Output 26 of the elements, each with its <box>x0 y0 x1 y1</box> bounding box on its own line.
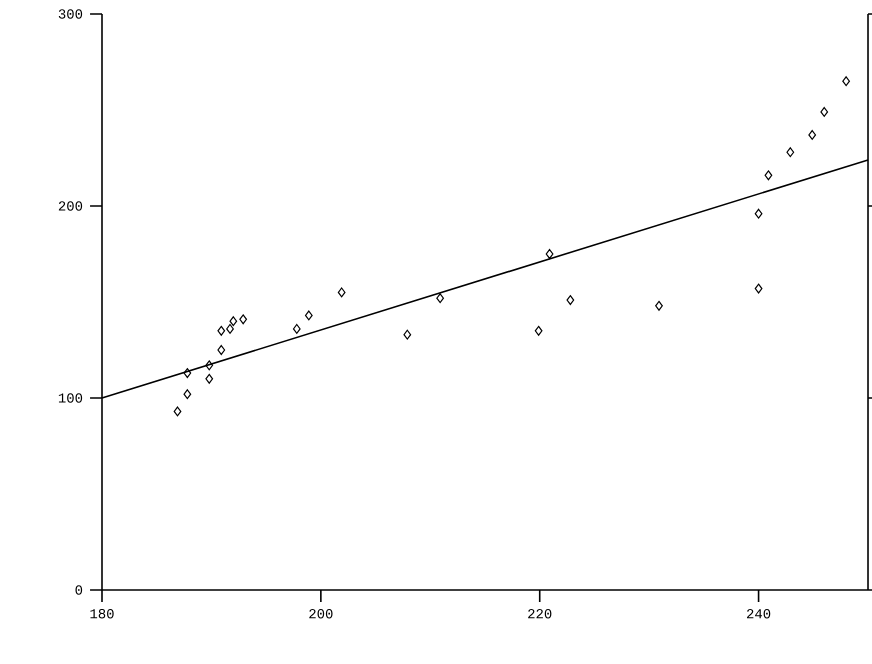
point <box>403 329 412 340</box>
point <box>173 406 182 417</box>
point <box>754 283 763 294</box>
point <box>842 76 851 87</box>
point <box>226 323 234 334</box>
point <box>292 323 301 334</box>
point <box>229 316 238 327</box>
point <box>545 249 554 259</box>
point <box>205 360 214 371</box>
point <box>808 129 817 140</box>
point <box>566 295 575 306</box>
point <box>205 373 214 384</box>
point <box>304 310 313 321</box>
point <box>764 170 773 181</box>
point <box>239 314 248 325</box>
point <box>820 106 829 117</box>
point <box>217 325 226 336</box>
point <box>436 293 445 304</box>
point <box>655 300 663 311</box>
point <box>754 208 763 219</box>
point <box>786 147 795 158</box>
point <box>183 368 192 379</box>
point <box>183 389 192 400</box>
point <box>217 345 226 355</box>
point <box>337 287 346 298</box>
point <box>534 325 543 336</box>
